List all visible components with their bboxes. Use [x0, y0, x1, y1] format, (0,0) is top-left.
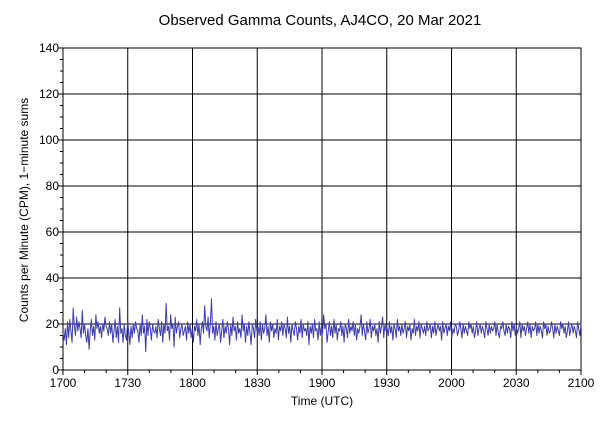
x-axis-ticks: 1700 1730 1800 1830 1900 1930 2000 2030 2100 — [50, 370, 595, 390]
y-axis-label: Counts per Minute (CPM), 1−minute sums — [17, 98, 31, 322]
x-tick-label: 2100 — [568, 376, 595, 390]
y-tick-label: 140 — [39, 41, 59, 55]
x-axis-label: Time (UTC) — [291, 394, 353, 408]
chart-title: Observed Gamma Counts, AJ4CO, 20 Mar 202… — [159, 12, 482, 29]
x-tick-label: 1730 — [114, 376, 141, 390]
y-tick-label: 20 — [46, 317, 60, 331]
y-tick-label: 0 — [52, 363, 59, 377]
x-tick-label: 2000 — [438, 376, 465, 390]
y-tick-label: 100 — [39, 133, 59, 147]
x-tick-label: 2030 — [503, 376, 530, 390]
x-tick-label: 1700 — [50, 376, 77, 390]
y-tick-label: 120 — [39, 87, 59, 101]
grid-lines — [63, 48, 581, 370]
y-axis-ticks: 0 20 40 60 80 100 120 140 — [39, 41, 63, 377]
y-tick-label: 40 — [46, 271, 60, 285]
series-line-0 — [62, 298, 582, 353]
x-tick-label: 1830 — [244, 376, 271, 390]
x-tick-label: 1930 — [373, 376, 400, 390]
x-tick-label: 1800 — [179, 376, 206, 390]
series-layer — [62, 298, 582, 353]
x-tick-label: 1900 — [309, 376, 336, 390]
y-tick-label: 60 — [46, 225, 60, 239]
y-tick-label: 80 — [46, 179, 60, 193]
